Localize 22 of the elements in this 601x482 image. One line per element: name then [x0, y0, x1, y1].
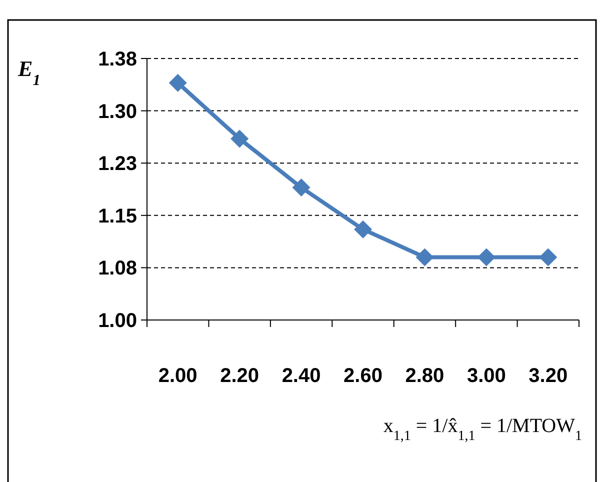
y-tick-label: 1.00	[98, 310, 137, 332]
point	[292, 178, 310, 197]
y-tick-label: 1.30	[98, 100, 137, 123]
y-tick-label: 1.08	[98, 258, 137, 280]
point	[354, 220, 372, 238]
point	[477, 248, 496, 266]
point	[539, 248, 558, 266]
point	[230, 130, 249, 148]
x-axis-title: x$_{1,1}$ = 1/x̂$_{1,1}$ = 1/MTOW$_{1}$	[383, 415, 582, 444]
x-tick-label: 3.20	[528, 365, 568, 387]
y-axis-title: E$_{1}$	[17, 56, 40, 88]
x-tick-label: 2.20	[220, 365, 260, 387]
x-tick-label: 2.80	[405, 365, 444, 387]
x-tick-label: 2.00	[158, 365, 198, 387]
point	[168, 74, 187, 92]
y-tick-label: 1.23	[98, 153, 137, 176]
y-tick-label: 1.15	[98, 205, 137, 228]
x-tick-label: 3.00	[466, 365, 506, 387]
x-tick-label: 2.60	[344, 365, 382, 387]
x-tick-label: 2.40	[282, 365, 321, 387]
y-tick-label: 1.38	[98, 48, 137, 70]
point	[416, 248, 434, 266]
